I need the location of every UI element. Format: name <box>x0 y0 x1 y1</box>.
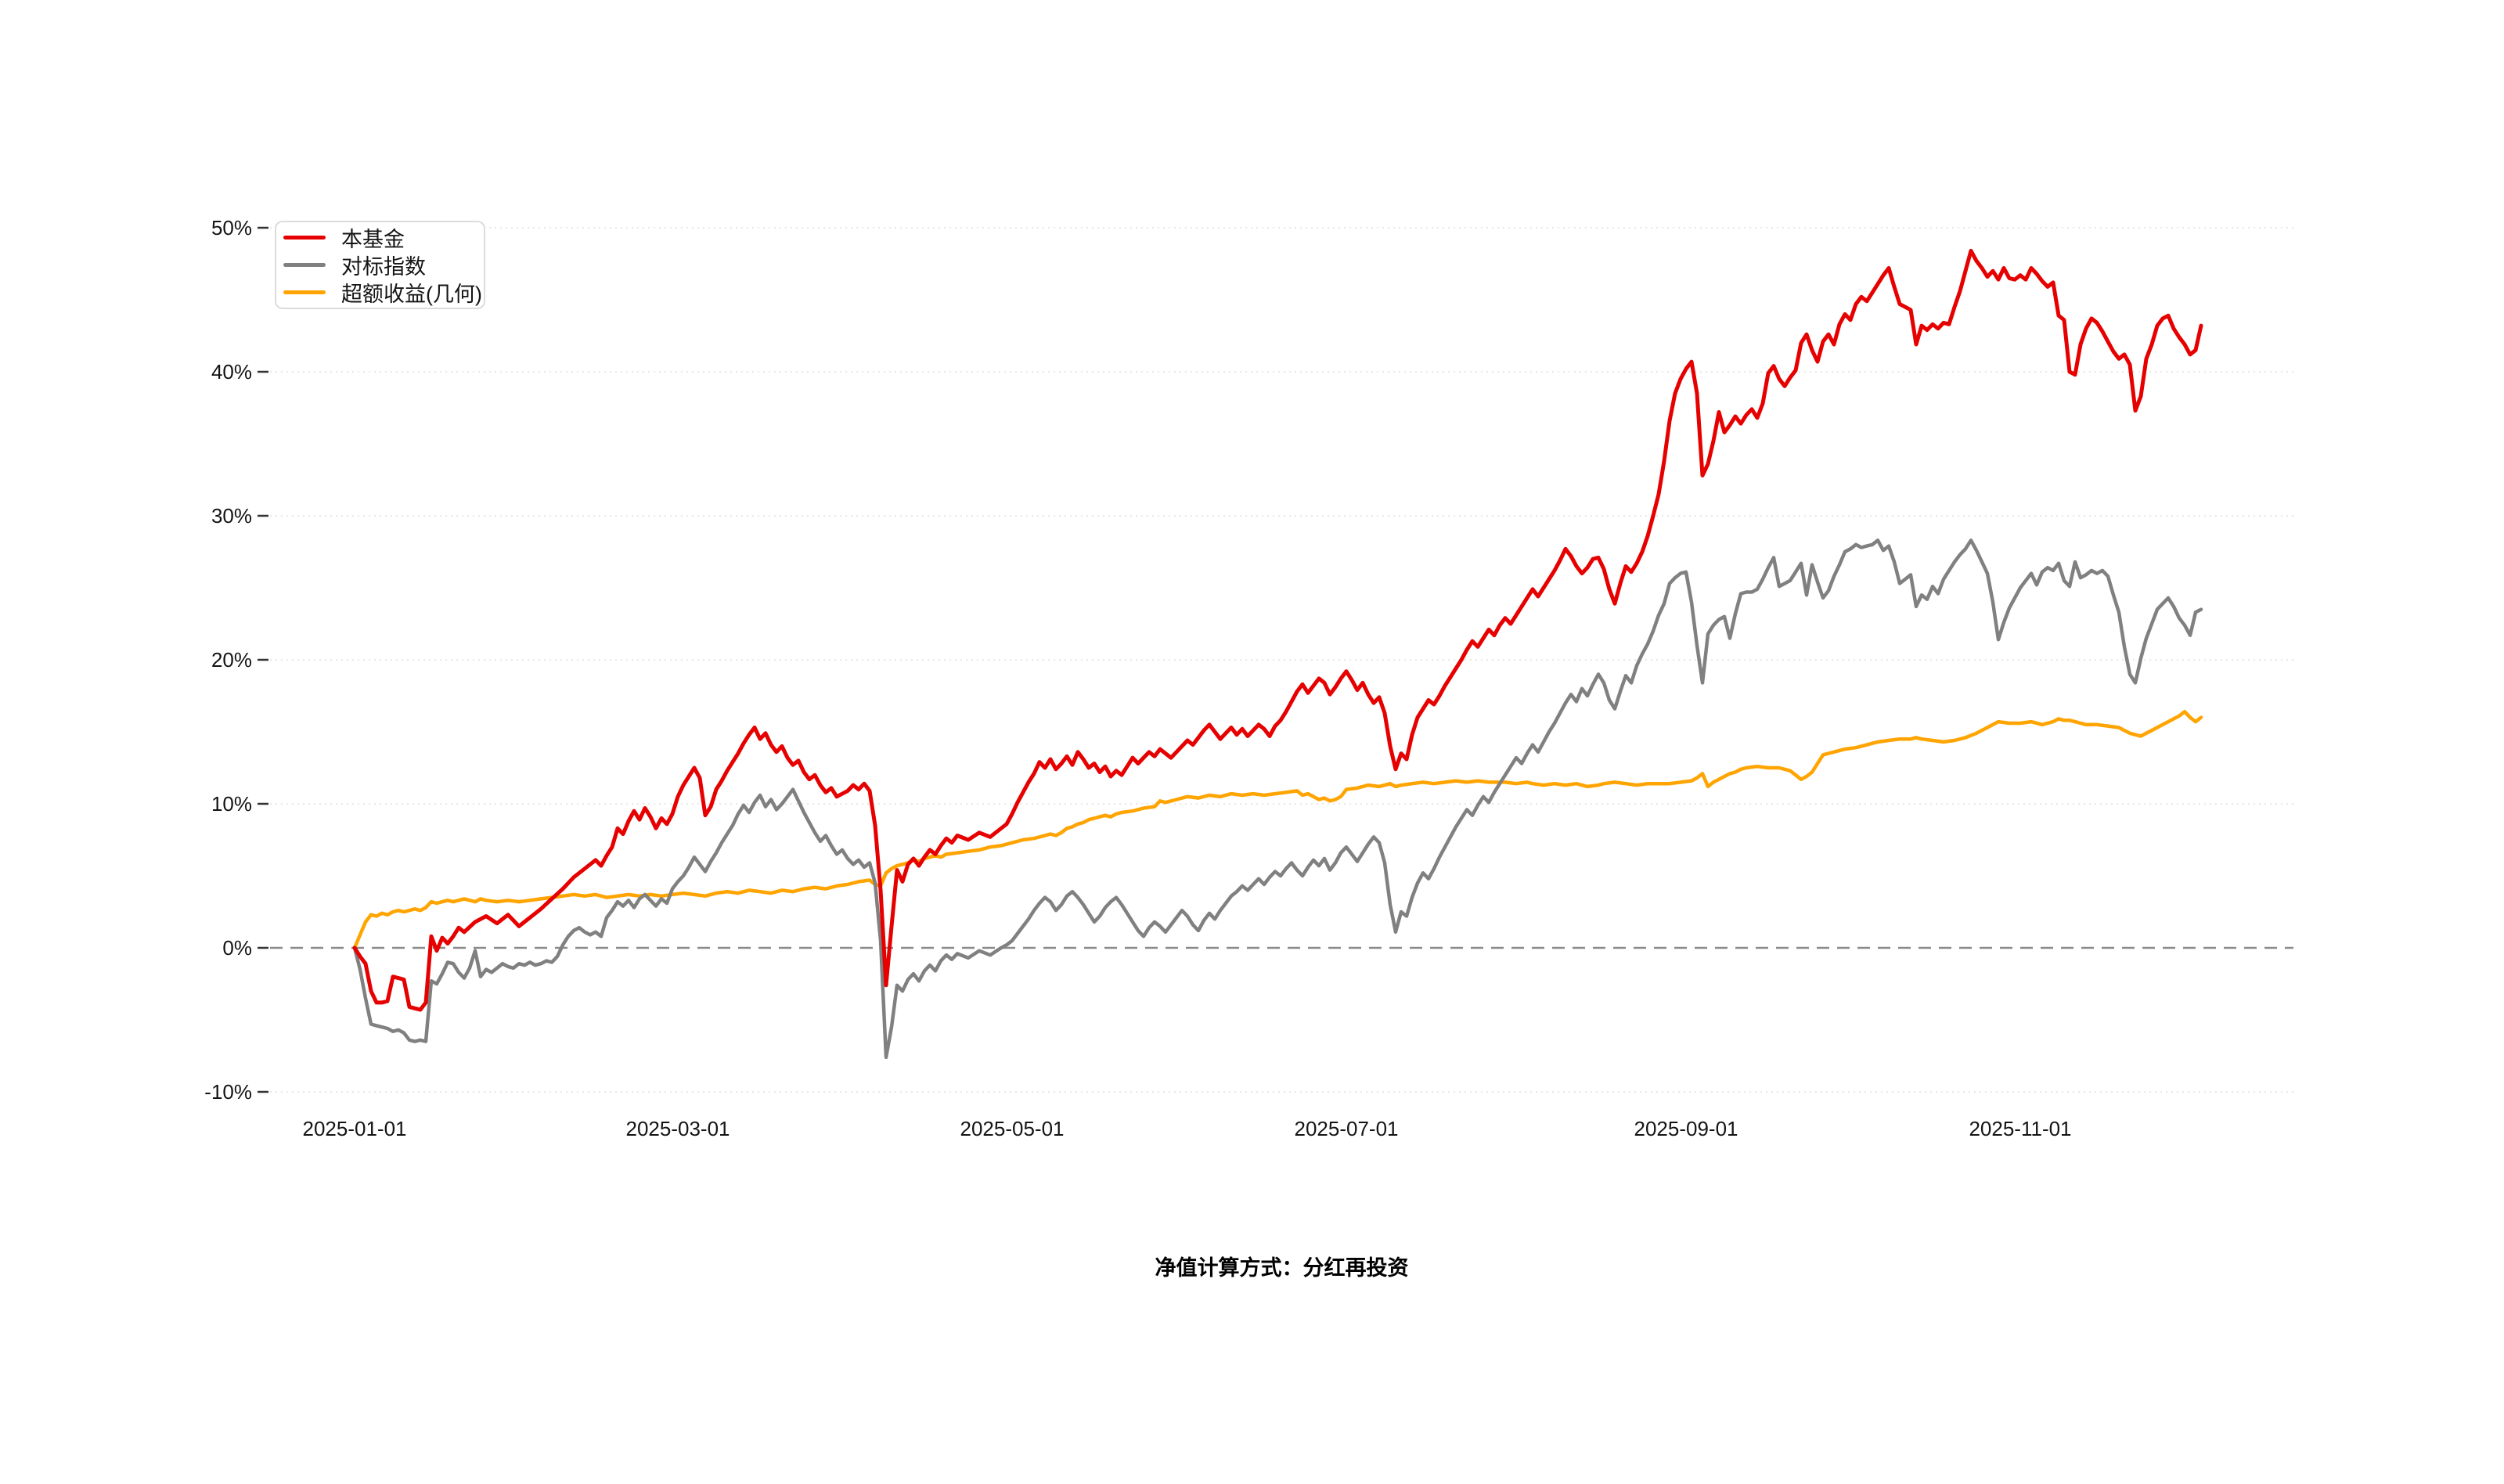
legend-item-benchmark[interactable]: 对标指数 <box>276 252 484 279</box>
x-axis-label: 2025-03-01 <box>625 1117 730 1140</box>
nav-calculation-note: 净值计算方式：分红再投资 <box>1155 1256 1409 1280</box>
x-axis-label: 2025-05-01 <box>960 1117 1065 1140</box>
y-axis-label: 10% <box>211 792 252 816</box>
legend-item-excess[interactable]: 超额收益(几何) <box>276 279 484 306</box>
fund-line-swatch <box>283 236 326 240</box>
legend-item-fund[interactable]: 本基金 <box>276 225 484 251</box>
legend: 本基金 对标指数 超额收益(几何) <box>275 221 485 309</box>
y-axis-label: 0% <box>222 936 252 960</box>
y-axis-label: 50% <box>211 216 252 240</box>
y-axis-label: -10% <box>204 1080 252 1104</box>
x-axis: 2025-01-01 2025-03-01 2025-05-01 2025-07-01… <box>0 1116 2504 1147</box>
y-axis-label: 30% <box>211 504 252 528</box>
series-line-对标指数 <box>352 538 2203 1060</box>
y-axis: 50% 40% 30% 20% 10% 0% -10% <box>158 0 252 1484</box>
series-line-本基金 <box>352 248 2203 1012</box>
legend-label-benchmark: 对标指数 <box>341 255 426 279</box>
y-axis-label: 40% <box>211 360 252 384</box>
x-axis-label: 2025-07-01 <box>1294 1117 1399 1140</box>
excess-line-swatch <box>283 290 326 294</box>
y-axis-label: 20% <box>211 648 252 672</box>
legend-label-fund: 本基金 <box>341 228 405 252</box>
x-axis-label: 2025-11-01 <box>1969 1117 2072 1140</box>
series-line-超额收益(几何) <box>352 709 2203 950</box>
x-axis-label: 2025-09-01 <box>1634 1117 1738 1140</box>
legend-label-excess: 超额收益(几何) <box>341 282 482 306</box>
x-axis-label: 2025-01-01 <box>302 1117 407 1140</box>
benchmark-line-swatch <box>283 263 326 267</box>
